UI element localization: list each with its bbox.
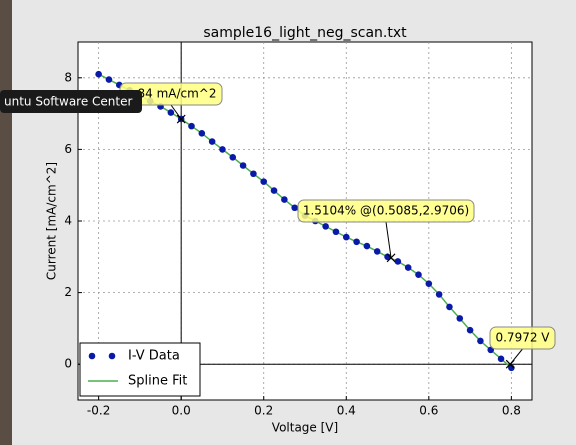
x-tick-label: 0.2 [254, 404, 273, 418]
annotation-marker [176, 114, 186, 124]
annotation-text: 84 mA/cm^2 [137, 87, 216, 101]
annotation-box [297, 199, 475, 223]
annotation-box [489, 326, 556, 350]
data-point [281, 196, 288, 203]
data-point [373, 248, 381, 255]
data-point [508, 364, 515, 372]
data-point [239, 162, 247, 169]
data-point [466, 326, 474, 334]
data-point [342, 233, 350, 241]
data-point [219, 146, 226, 153]
data-point [435, 291, 443, 298]
y-tick-label: 4 [64, 214, 72, 228]
annotation-text: 0.7972 V [495, 331, 550, 345]
data-point [322, 223, 329, 230]
legend-label: I-V Data [128, 349, 180, 364]
x-tick-label: 0.8 [502, 404, 521, 418]
data-point [363, 242, 371, 250]
y-tick-label: 8 [64, 70, 72, 84]
data-point [198, 129, 206, 137]
legend-box [79, 342, 201, 397]
data-point [229, 153, 237, 161]
annotation-marker [505, 359, 515, 369]
y-tick-label: 0 [64, 357, 72, 371]
data-point [167, 109, 175, 116]
legend-marker [108, 352, 116, 360]
data-point [446, 303, 453, 311]
data-point [208, 138, 216, 145]
tooltip-box [0, 90, 142, 113]
data-point [477, 337, 484, 345]
x-tick-label: 0.4 [337, 404, 356, 418]
annotation-arrow [385, 221, 392, 258]
x-axis-label: Voltage [V] [272, 421, 338, 435]
chart-title: sample16_light_neg_scan.txt [203, 25, 407, 41]
desktop-strip [0, 0, 12, 445]
annotation-text: 1.5104% @(0.5085,2.9706) [303, 204, 469, 218]
tooltip: untu Software Center [4, 95, 133, 109]
data-point [95, 70, 102, 78]
data-point [415, 271, 422, 279]
x-tick-label: -0.2 [87, 404, 110, 418]
x-tick-label: 0.6 [419, 404, 438, 418]
y-tick-label: 2 [64, 285, 72, 299]
x-tick-label: 0.0 [172, 404, 191, 418]
data-point [260, 178, 268, 185]
legend-marker [88, 352, 96, 360]
y-tick-label: 6 [64, 142, 72, 156]
y-axis-label: Current [mA/cm^2] [45, 162, 59, 280]
legend-label: Spline Fit [128, 374, 187, 389]
overlay: untu Software Center [0, 90, 142, 113]
data-point [353, 238, 360, 246]
data-point [425, 280, 433, 287]
data-point [188, 122, 195, 130]
data-point [105, 76, 113, 83]
data-point [291, 204, 298, 212]
data-point [332, 228, 340, 236]
data-point [456, 315, 464, 322]
data-point [404, 264, 412, 271]
plot: -0.2 0.0 0.2 0.4 0.6 0.8 0 2 4 6 8 84 mA/cm^2 1.5104… [64, 42, 556, 418]
data-point [497, 355, 505, 363]
data-point [250, 170, 257, 178]
data-point [394, 258, 402, 265]
data-point [270, 187, 278, 194]
annotation-marker [386, 253, 396, 263]
